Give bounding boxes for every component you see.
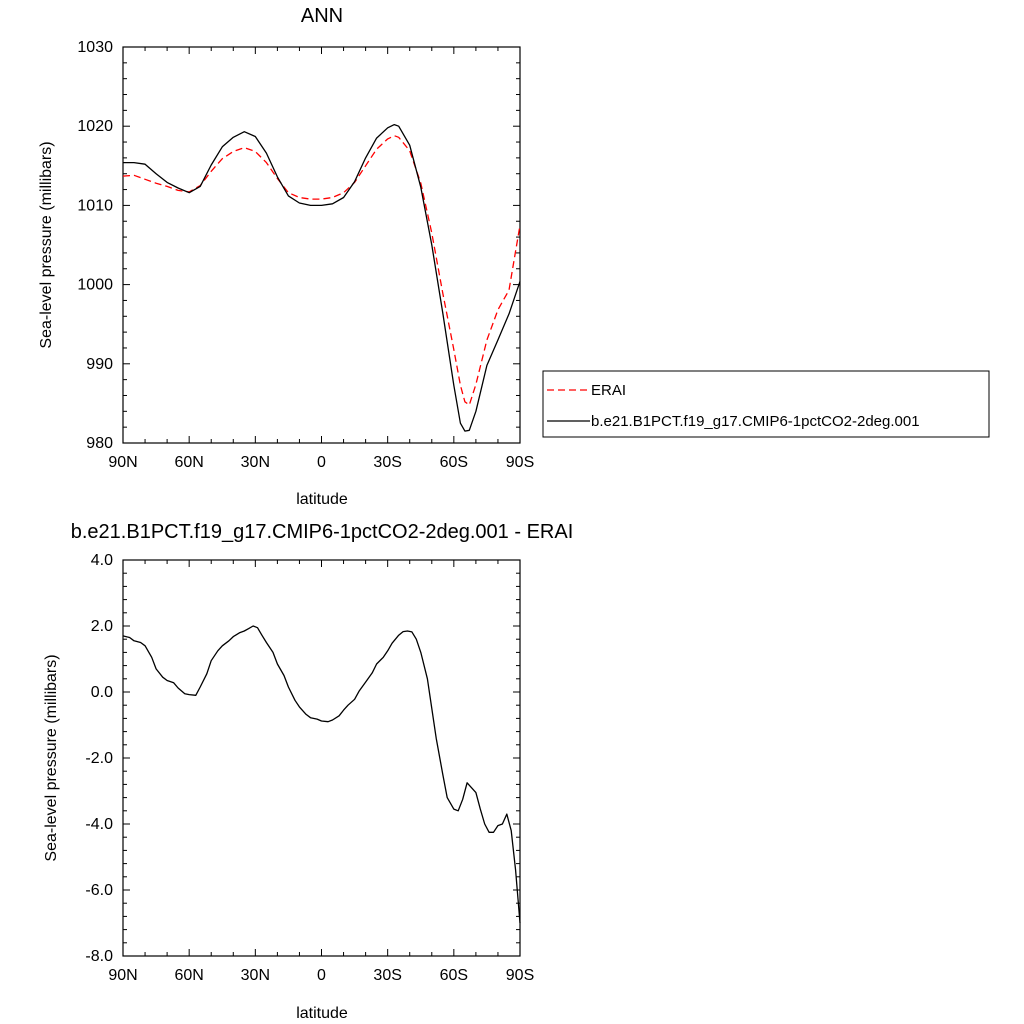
x-tick-label: 0 <box>317 967 326 984</box>
y-tick-label: 0.0 <box>91 684 113 701</box>
x-tick-label: 60N <box>174 967 203 984</box>
y-tick-label: 2.0 <box>91 618 113 635</box>
x-tick-label: 90N <box>108 967 137 984</box>
legend-label-model: b.e21.B1PCT.f19_g17.CMIP6-1pctCO2-2deg.0… <box>591 413 920 430</box>
x-tick-label: 90S <box>506 967 534 984</box>
x-tick-label: 30S <box>373 967 401 984</box>
chart-title: ANN <box>301 5 343 27</box>
x-tick-label: 30S <box>373 454 401 471</box>
y-tick-label: -4.0 <box>85 816 113 833</box>
x-axis-label: latitude <box>296 1005 348 1022</box>
axis-ticks: 90N 60N 30N 0 30S 60S 90S 980 990 1000 1010 1020 103… <box>77 39 534 471</box>
legend-label-erai: ERAI <box>591 382 626 399</box>
y-tick-label: 1000 <box>77 277 113 294</box>
y-tick-label: -8.0 <box>85 948 113 965</box>
y-tick-label: 1030 <box>77 39 113 56</box>
x-tick-label: 30N <box>241 454 270 471</box>
x-tick-label: 60S <box>440 967 468 984</box>
x-tick-label: 30N <box>241 967 270 984</box>
x-axis-label: latitude <box>296 491 348 508</box>
series-line-erai <box>122 135 521 406</box>
axis-ticks: 90N 60N 30N 0 30S 60S 90S -8.0 -6.0 -4.0 -2.0 0.0 2.… <box>85 552 534 984</box>
chart-panel-difference: b.e21.B1PCT.f19_g17.CMIP6-1pctCO2-2deg.0… <box>43 521 573 1022</box>
chart-panel-annual: ANN 90N 60N 30N 0 30S 60S 90S 980 990 1000 1010 102… <box>38 5 990 508</box>
legend-box <box>542 370 990 438</box>
series-layer <box>122 625 521 924</box>
x-tick-label: 0 <box>317 454 326 471</box>
x-tick-label: 60N <box>174 454 203 471</box>
legend: ERAI b.e21.B1PCT.f19_g17.CMIP6-1pctCO2-2… <box>542 370 990 438</box>
y-tick-label: -6.0 <box>85 882 113 899</box>
y-axis-label: Sea-level pressure (millibars) <box>38 141 55 348</box>
series-line-difference <box>122 625 521 924</box>
y-tick-label: 1010 <box>77 197 113 214</box>
y-tick-label: 1020 <box>77 118 113 135</box>
chart-title: b.e21.B1PCT.f19_g17.CMIP6-1pctCO2-2deg.0… <box>71 521 574 543</box>
y-axis-label: Sea-level pressure (millibars) <box>43 654 60 861</box>
x-tick-label: 60S <box>440 454 468 471</box>
x-tick-label: 90N <box>108 454 137 471</box>
x-tick-label: 90S <box>506 454 534 471</box>
plot-frame <box>122 46 521 444</box>
y-tick-label: 4.0 <box>91 552 113 569</box>
y-tick-label: 990 <box>86 356 113 373</box>
series-layer <box>122 123 521 432</box>
series-line-model <box>123 123 521 432</box>
y-tick-label: -2.0 <box>85 750 113 767</box>
plot-frame <box>122 559 521 957</box>
y-tick-label: 980 <box>86 435 113 452</box>
